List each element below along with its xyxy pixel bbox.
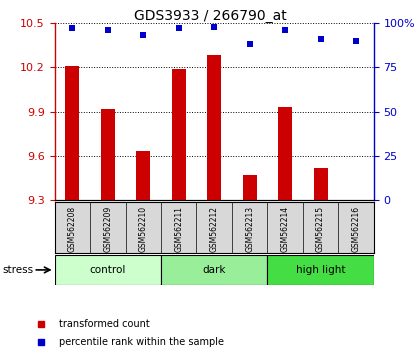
- Point: [353, 38, 360, 44]
- Text: GDS3933 / 266790_at: GDS3933 / 266790_at: [134, 9, 286, 23]
- Text: GSM562211: GSM562211: [174, 206, 183, 252]
- Bar: [161, 255, 268, 285]
- Text: control: control: [89, 265, 126, 275]
- Text: percentile rank within the sample: percentile rank within the sample: [59, 337, 223, 347]
- Text: GSM562216: GSM562216: [352, 206, 360, 252]
- Text: GSM562215: GSM562215: [316, 206, 325, 252]
- Point: [176, 25, 182, 31]
- Text: GSM562212: GSM562212: [210, 206, 219, 252]
- Bar: [243, 175, 257, 200]
- Bar: [278, 107, 292, 200]
- Text: GSM562209: GSM562209: [103, 206, 112, 252]
- Text: GSM562210: GSM562210: [139, 206, 148, 252]
- Point: [246, 41, 253, 47]
- Bar: [268, 255, 374, 285]
- Point: [69, 25, 76, 31]
- Bar: [136, 151, 150, 200]
- Point: [282, 27, 289, 33]
- Bar: [65, 66, 79, 200]
- Text: GSM562213: GSM562213: [245, 206, 254, 252]
- Bar: [55, 255, 161, 285]
- Text: high light: high light: [296, 265, 345, 275]
- Text: GSM562214: GSM562214: [281, 206, 290, 252]
- Point: [211, 24, 218, 29]
- Text: dark: dark: [202, 265, 226, 275]
- Bar: [172, 69, 186, 200]
- Bar: [313, 167, 328, 200]
- Bar: [207, 56, 221, 200]
- Point: [140, 33, 147, 38]
- Point: [317, 36, 324, 42]
- Point: [105, 27, 111, 33]
- Text: transformed count: transformed count: [59, 319, 150, 329]
- Bar: [101, 109, 115, 200]
- Text: stress: stress: [2, 265, 33, 275]
- Text: GSM562208: GSM562208: [68, 206, 77, 252]
